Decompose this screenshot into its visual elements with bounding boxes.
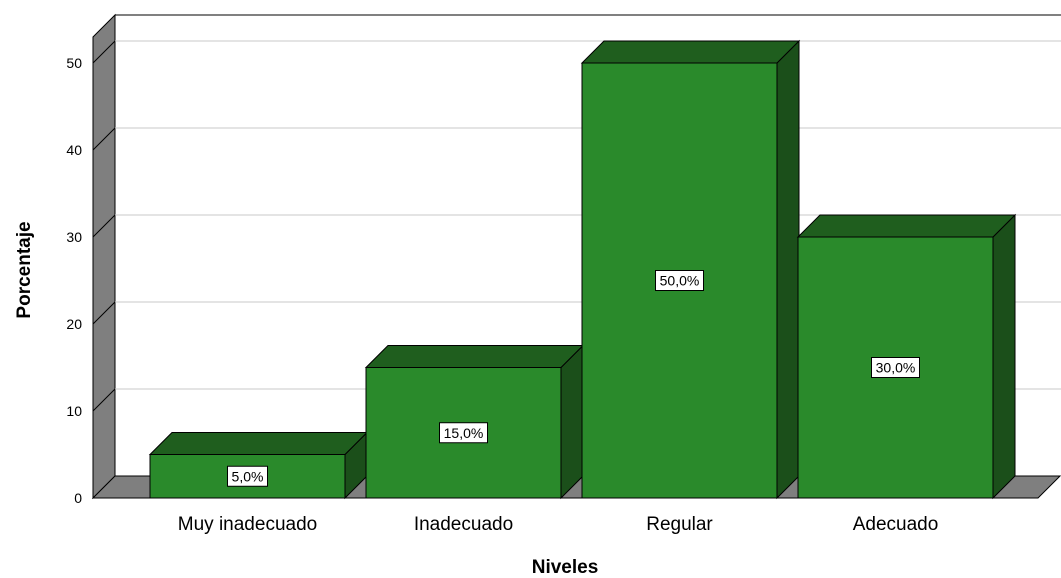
y-tick-label: 0 bbox=[74, 490, 82, 506]
y-tick-label: 20 bbox=[66, 316, 82, 332]
y-tick-label: 30 bbox=[66, 229, 82, 245]
bar-side bbox=[776, 39, 800, 500]
data-label: 50,0% bbox=[660, 273, 700, 289]
x-axis-categories: Muy inadecuado Inadecuado Regular Adecuado bbox=[178, 514, 939, 535]
x-category-label: Inadecuado bbox=[414, 514, 513, 535]
x-axis-title: Niveles bbox=[532, 557, 599, 578]
wall-tick-line bbox=[92, 301, 116, 325]
data-label-box bbox=[439, 422, 488, 444]
y-tick-label: 40 bbox=[66, 142, 82, 158]
data-label-box bbox=[655, 270, 704, 291]
bar bbox=[580, 39, 801, 500]
data-label-box bbox=[227, 465, 268, 487]
x-category-label: Adecuado bbox=[853, 514, 939, 535]
bar-side bbox=[992, 213, 1016, 500]
bar-top bbox=[796, 214, 1017, 238]
y-tick-label: 50 bbox=[66, 55, 82, 71]
bar-top bbox=[580, 40, 801, 64]
x-category-label: Regular bbox=[646, 514, 713, 535]
bar bbox=[148, 431, 369, 500]
data-label: 15,0% bbox=[444, 425, 484, 441]
bar bbox=[796, 213, 1017, 500]
data-labels: 5,0% 15,0% 50,0% 30,0% bbox=[227, 270, 920, 487]
bars bbox=[148, 39, 1017, 500]
bar-top bbox=[148, 432, 369, 455]
y-axis-title: Porcentaje bbox=[14, 221, 35, 318]
bar-side bbox=[560, 344, 584, 500]
bar bbox=[364, 344, 585, 500]
bar-top bbox=[364, 345, 585, 368]
wall-tick-line bbox=[92, 214, 116, 238]
data-label: 30,0% bbox=[876, 360, 916, 376]
y-axis-ticks: 0 10 20 30 40 50 bbox=[66, 55, 82, 506]
y-tick-label: 10 bbox=[66, 403, 82, 419]
x-category-label: Muy inadecuado bbox=[178, 514, 317, 535]
left-wall bbox=[92, 13, 116, 500]
data-label: 5,0% bbox=[232, 468, 264, 484]
wall-tick-line bbox=[92, 40, 116, 64]
data-label-box bbox=[871, 357, 920, 378]
wall-tick-line bbox=[92, 127, 116, 151]
wall-tick-line bbox=[92, 388, 116, 412]
